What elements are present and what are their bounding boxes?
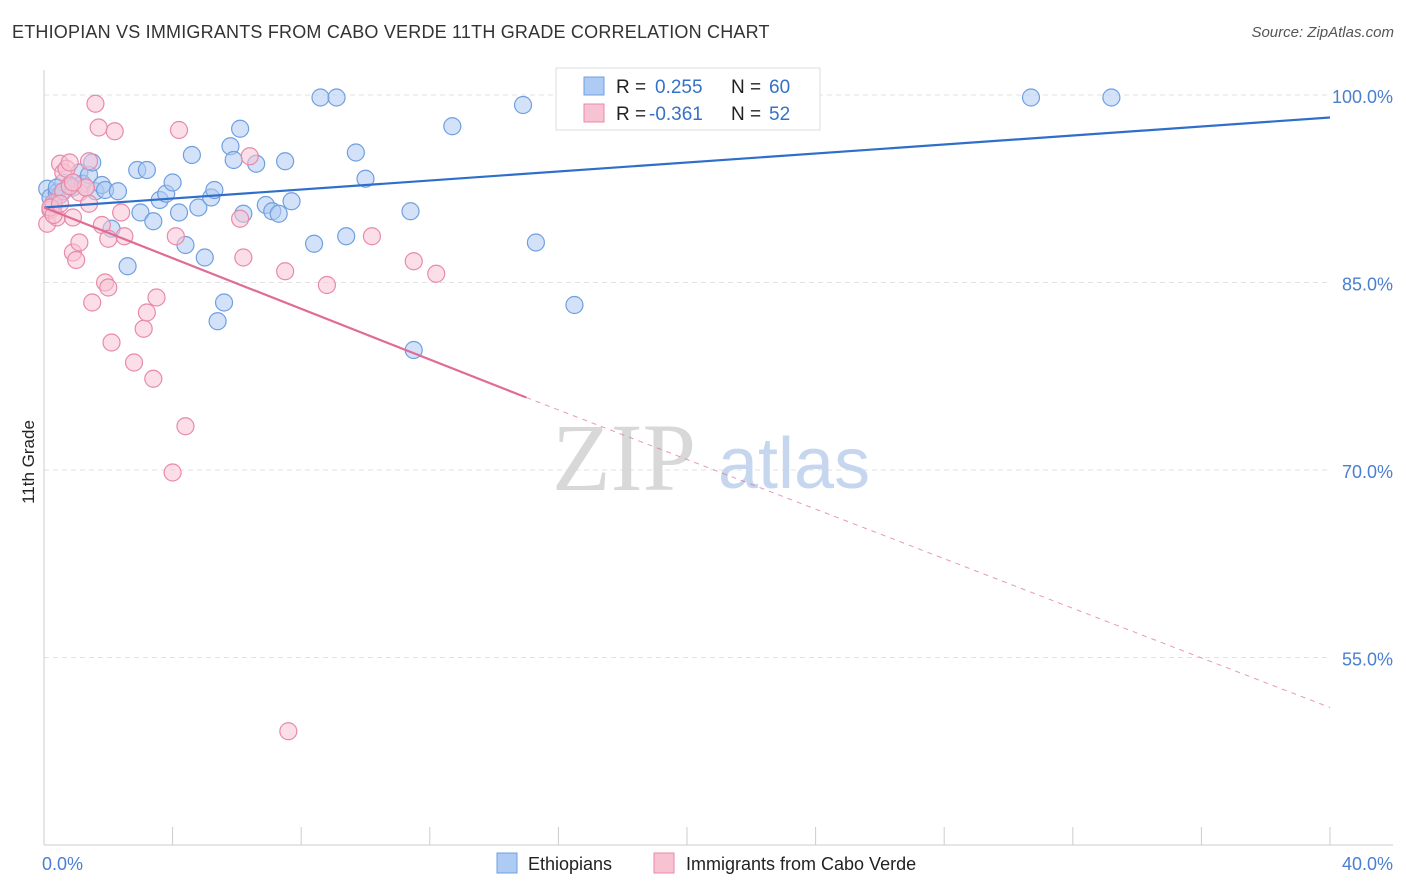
y-tick-label: 100.0% xyxy=(1332,87,1393,107)
point-ethiopians xyxy=(327,88,346,107)
point-ethiopians xyxy=(214,293,234,312)
point-ethiopians xyxy=(565,295,584,315)
legend-r-label-2: R = xyxy=(616,104,646,125)
point-cabo-verde xyxy=(63,173,83,192)
point-cabo-verde xyxy=(427,264,446,283)
point-cabo-verde xyxy=(166,227,185,246)
y-tick-labels: 55.0% 70.0% 85.0% 100.0% xyxy=(1332,87,1393,670)
trend-line-ethiopians xyxy=(43,116,1331,209)
point-ethiopians xyxy=(443,117,462,136)
legend-n-value-1: 60 xyxy=(769,77,790,98)
point-cabo-verde xyxy=(79,152,99,171)
point-ethiopians xyxy=(208,312,227,331)
watermark-atlas: atlas xyxy=(718,424,870,504)
point-ethiopians xyxy=(513,95,533,115)
point-ethiopians xyxy=(346,143,365,162)
point-cabo-verde xyxy=(163,463,182,482)
point-cabo-verde xyxy=(67,250,86,270)
point-ethiopians xyxy=(276,152,295,171)
chart-title: ETHIOPIAN VS IMMIGRANTS FROM CABO VERDE … xyxy=(12,22,770,42)
point-cabo-verde xyxy=(317,275,337,295)
point-cabo-verde xyxy=(276,262,295,281)
point-cabo-verde xyxy=(102,333,121,352)
point-cabo-verde xyxy=(134,319,153,338)
point-cabo-verde xyxy=(60,153,79,172)
watermark-zip: ZIP xyxy=(552,404,696,511)
point-cabo-verde xyxy=(404,252,423,271)
legend-r-label-1: R = xyxy=(616,77,646,98)
point-ethiopians xyxy=(401,202,420,221)
data-points xyxy=(38,88,1121,741)
y-tick-label: 70.0% xyxy=(1342,462,1393,482)
point-ethiopians xyxy=(526,233,545,252)
bottom-legend-ethiopians: Ethiopians xyxy=(528,854,612,874)
legend-n-value-2: 52 xyxy=(769,104,790,125)
point-ethiopians xyxy=(356,169,375,188)
series-legend: Ethiopians Immigrants from Cabo Verde xyxy=(496,852,916,874)
point-ethiopians xyxy=(311,88,330,107)
point-ethiopians xyxy=(1102,88,1121,107)
bottom-legend-cabo-verde: Immigrants from Cabo Verde xyxy=(686,854,916,874)
point-cabo-verde xyxy=(105,122,124,141)
point-ethiopians xyxy=(131,203,150,222)
point-ethiopians xyxy=(304,234,324,253)
point-cabo-verde xyxy=(89,118,108,137)
point-cabo-verde xyxy=(83,293,102,312)
point-cabo-verde xyxy=(147,288,166,307)
point-cabo-verde xyxy=(112,203,131,222)
point-ethiopians xyxy=(195,248,214,267)
trend-lines xyxy=(43,116,1331,708)
legend-swatch-cabo-verde xyxy=(583,103,605,123)
legend-r-value-1: 0.255 xyxy=(655,77,703,98)
point-ethiopians xyxy=(224,150,243,170)
point-ethiopians xyxy=(144,212,163,231)
stats-legend: R = 0.255 N = 60 R = -0.361 N = 52 xyxy=(555,67,821,131)
point-cabo-verde xyxy=(50,194,70,213)
legend-swatch-ethiopians xyxy=(583,76,605,96)
point-cabo-verde xyxy=(240,147,259,166)
point-ethiopians xyxy=(1021,88,1041,107)
point-ethiopians xyxy=(337,227,356,246)
point-ethiopians xyxy=(269,204,288,223)
point-ethiopians xyxy=(118,257,137,276)
y-tick-label: 55.0% xyxy=(1342,650,1393,670)
point-cabo-verde xyxy=(362,227,382,246)
trend-line-cabo-verde xyxy=(43,206,527,399)
bottom-legend-swatch-cabo-verde xyxy=(653,852,675,874)
source-credit: Source: ZipAtlas.com xyxy=(1251,24,1394,41)
point-ethiopians xyxy=(108,182,128,201)
point-cabo-verde xyxy=(231,209,250,228)
point-ethiopians xyxy=(189,198,208,217)
point-cabo-verde xyxy=(176,417,195,436)
point-cabo-verde xyxy=(137,303,156,322)
point-ethiopians xyxy=(137,160,156,180)
grid-lines xyxy=(44,94,1330,658)
point-cabo-verde xyxy=(169,120,189,140)
point-cabo-verde xyxy=(124,353,144,372)
legend-r-value-2: -0.361 xyxy=(649,104,703,125)
point-cabo-verde xyxy=(70,233,89,252)
point-ethiopians xyxy=(231,119,250,138)
point-cabo-verde xyxy=(144,369,163,388)
point-ethiopians xyxy=(163,173,182,192)
y-axis-label: 11th Grade xyxy=(19,420,38,504)
point-cabo-verde xyxy=(86,94,105,113)
x-tick-label-min: 0.0% xyxy=(42,854,83,874)
bottom-legend-swatch-ethiopians xyxy=(496,852,518,874)
x-tick-label-max: 40.0% xyxy=(1342,854,1393,874)
trend-line-cabo-verde-extrapolated xyxy=(526,397,1331,708)
point-cabo-verde xyxy=(234,248,253,267)
point-ethiopians xyxy=(182,145,201,165)
point-cabo-verde xyxy=(99,278,118,297)
y-tick-label: 85.0% xyxy=(1342,275,1393,295)
legend-n-label-2: N = xyxy=(731,104,761,125)
point-cabo-verde xyxy=(279,722,298,741)
legend-n-label-1: N = xyxy=(731,77,761,98)
point-ethiopians xyxy=(169,203,189,222)
point-ethiopians xyxy=(282,192,301,211)
